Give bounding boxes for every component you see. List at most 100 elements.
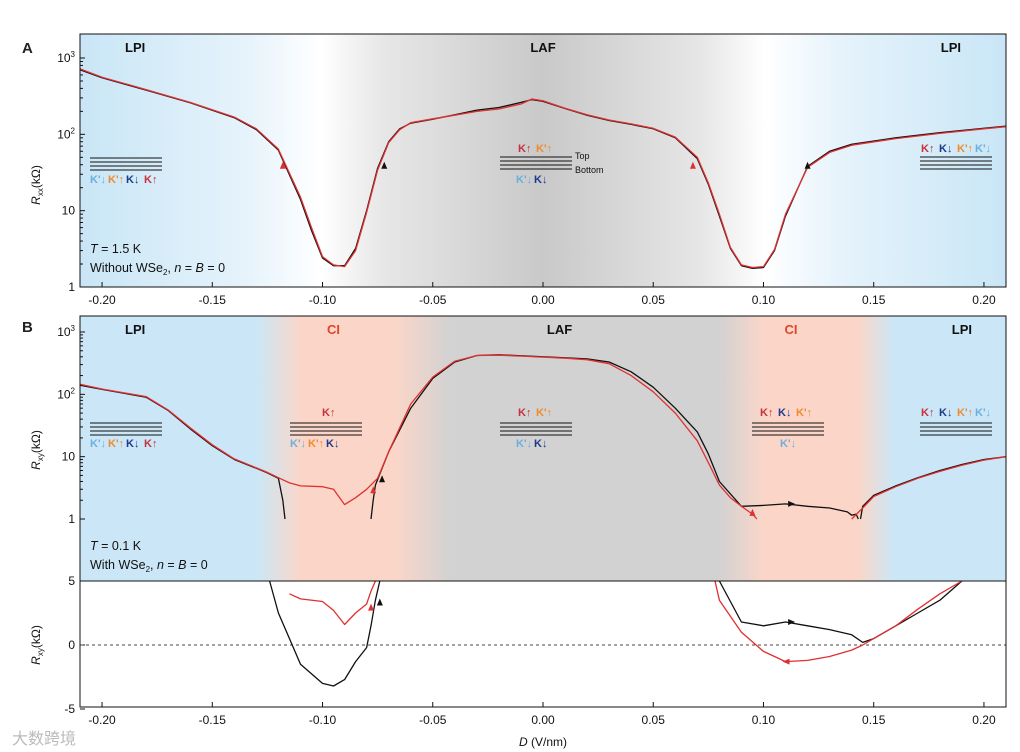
series-backward-line — [79, 68, 1007, 269]
sweep-arrow — [279, 161, 286, 169]
state-label: K'↑ — [536, 143, 552, 155]
panel-a-ylabel: Rxx(kΩ) — [29, 165, 45, 205]
state-label: K'↓ — [780, 438, 796, 450]
state-label: K'↑ — [957, 143, 973, 155]
state-label: K'↑ — [308, 438, 324, 450]
x-tick-label: -0.20 — [88, 293, 116, 307]
series-backward-bottom-line — [289, 580, 376, 626]
sweep-arrow — [379, 475, 386, 483]
watermark: 大数跨境 — [12, 729, 76, 748]
state-label: K↑ — [760, 407, 773, 419]
state-label: K↑ — [518, 407, 531, 419]
state-label: K↓ — [534, 174, 547, 186]
panel-b-temperature: T = 0.1 K — [90, 539, 142, 553]
sweep-arrow — [749, 508, 756, 516]
state-label: K'↑ — [536, 407, 552, 419]
x-tick-label: 0.05 — [642, 713, 666, 727]
panel-b-region-labels: LPI CI LAF CI LPI — [125, 322, 972, 337]
x-tick-label: -0.15 — [199, 713, 227, 727]
sweep-arrow — [381, 161, 388, 169]
panel-a-frame — [79, 33, 1007, 288]
sweep-arrow — [804, 161, 811, 169]
series-backward-top-line — [851, 456, 1007, 520]
panel-b-state-ci-right: K↑ K↓ K'↑ K'↓ — [752, 407, 824, 450]
region-label-lpi: LPI — [952, 322, 972, 337]
sweep-arrow — [788, 618, 796, 625]
x-tick-label: -0.05 — [419, 293, 447, 307]
panel-a-state-center: K↑ K'↑ Top Bottom K'↓ K↓ — [500, 143, 604, 186]
state-label: K↑ — [921, 143, 934, 155]
panel-a-label: A — [22, 40, 33, 57]
state-label: K↑ — [144, 438, 157, 450]
panel-a-axes: -0.20 -0.15 -0.10 -0.05 0.00 0.05 0.10 0.15 0.20… — [57, 50, 996, 307]
panel-b-state-center: K↑ K'↑ K'↓ K↓ — [500, 407, 572, 450]
state-label: K'↑ — [108, 438, 124, 450]
x-tick-label: 0.00 — [531, 713, 555, 727]
panel-a-conditions: T = 1.5 K Without WSe2, n = B = 0 — [90, 242, 225, 277]
state-label: K'↓ — [516, 174, 532, 186]
region-label-ci: CI — [785, 322, 798, 337]
series-backward-top-line — [79, 354, 758, 520]
sweep-arrow — [370, 486, 377, 494]
series-forward-top-line — [370, 354, 859, 520]
state-label: K↑ — [322, 407, 335, 419]
region-label-lpi: LPI — [125, 322, 145, 337]
panel-a-state-right: K↑ K↓ K'↑ K'↓ — [920, 143, 992, 170]
state-label: K↓ — [939, 407, 952, 419]
region-label-ci: CI — [327, 322, 340, 337]
x-tick-label: 0.20 — [972, 293, 996, 307]
y-tick-label: 10 — [62, 450, 76, 464]
y-tick-label: -5 — [64, 702, 75, 716]
state-label: K↓ — [326, 438, 339, 450]
x-tick-label: -0.20 — [88, 713, 116, 727]
y-tick-label: 1 — [68, 280, 75, 294]
region-label-laf: LAF — [547, 322, 572, 337]
panel-b-lower-background — [80, 581, 1006, 707]
panel-a-condition: Without WSe2, n = B = 0 — [90, 261, 225, 277]
x-tick-label: -0.10 — [309, 713, 337, 727]
y-tick-label: 10 — [62, 204, 76, 218]
state-label: K↓ — [939, 143, 952, 155]
sweep-arrow — [368, 603, 375, 611]
state-label: K'↓ — [90, 174, 106, 186]
state-label: K'↓ — [975, 143, 991, 155]
y-tick-label: 103 — [57, 50, 75, 65]
panel-b-ylabel-bottom: Rxy(kΩ) — [29, 625, 45, 665]
panel-b-series — [79, 354, 1007, 687]
state-label: K↓ — [126, 174, 139, 186]
series-forward-bottom-line — [268, 580, 381, 687]
x-tick-label: 0.00 — [531, 293, 555, 307]
state-label: K↑ — [144, 174, 157, 186]
panel-b-conditions: T = 0.1 K With WSe2, n = B = 0 — [90, 539, 208, 574]
state-label: K↑ — [921, 407, 934, 419]
state-label: K'↓ — [516, 438, 532, 450]
panel-b-state-left: K'↓ K'↑ K↓ K↑ — [90, 422, 162, 450]
x-tick-label: -0.15 — [199, 293, 227, 307]
panel-a: A LPI LAF LPI -0.20 -0.15 -0.10 -0.05 0.00 0.05… — [22, 33, 1007, 307]
x-axis-label: D (V/nm) — [519, 735, 567, 749]
sweep-arrow — [782, 658, 790, 665]
panel-b: B LPI CI LAF CI LPI -0.20 -0.15 -0.10 -0.05 0.00… — [22, 315, 1007, 749]
panel-b-condition: With WSe2, n = B = 0 — [90, 558, 208, 574]
state-label: K↓ — [534, 438, 547, 450]
panel-b-state-right: K↑ K↓ K'↑ K'↓ — [920, 407, 992, 436]
y-tick-label: 102 — [57, 386, 75, 401]
top-layer-label: Top — [575, 151, 590, 161]
state-label: K↓ — [778, 407, 791, 419]
x-tick-label: 0.15 — [862, 293, 886, 307]
series-forward-bottom-line — [718, 580, 963, 644]
sweep-arrow — [689, 161, 696, 169]
x-tick-label: 0.10 — [752, 293, 776, 307]
y-tick-label: 0 — [68, 638, 75, 652]
x-tick-label: 0.20 — [972, 713, 996, 727]
y-tick-label: 5 — [68, 574, 75, 588]
state-label: K'↑ — [108, 174, 124, 186]
sweep-arrow — [788, 500, 796, 507]
state-label: K'↑ — [957, 407, 973, 419]
region-label-lpi: LPI — [125, 40, 145, 55]
sweep-arrow — [376, 598, 383, 606]
panel-a-temperature: T = 1.5 K — [90, 242, 142, 256]
panel-b-label: B — [22, 319, 33, 336]
x-tick-label: 0.10 — [752, 713, 776, 727]
state-label: K'↑ — [796, 407, 812, 419]
